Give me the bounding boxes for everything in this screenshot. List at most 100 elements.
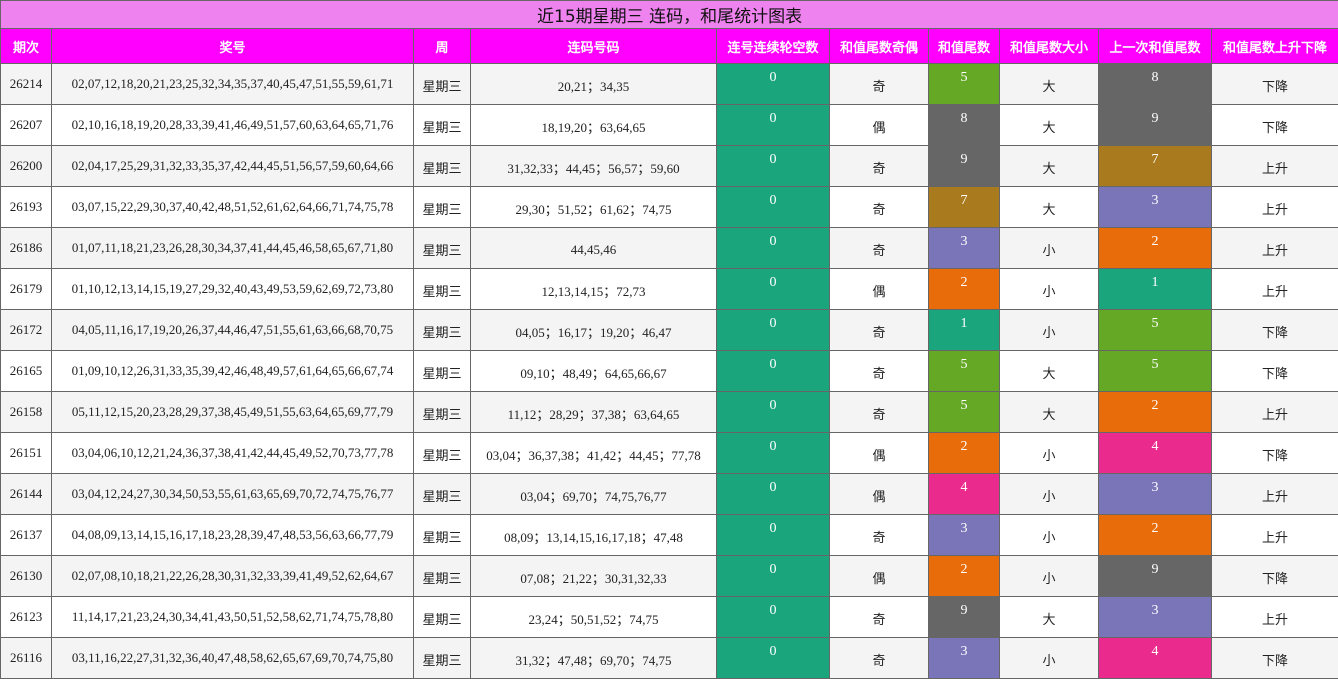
gap-count-cell: 0: [717, 187, 830, 228]
weekday-cell: 星期三: [414, 597, 471, 638]
consecutive-cell: 12,13,14,15；72,73: [471, 269, 717, 310]
numbers-cell: 03,11,16,22,27,31,32,36,40,47,48,58,62,6…: [52, 638, 414, 679]
prev-tail-cell: 3: [1099, 187, 1212, 228]
gap-count-cell: 0: [717, 515, 830, 556]
weekday-cell: 星期三: [414, 146, 471, 187]
issue-cell: 26158: [1, 392, 52, 433]
weekday-cell: 星期三: [414, 433, 471, 474]
prev-tail-cell: 3: [1099, 597, 1212, 638]
sum-tail-cell: 2: [929, 269, 1000, 310]
trend-cell: 下降: [1212, 556, 1338, 597]
trend-cell: 上升: [1212, 269, 1338, 310]
prev-tail-cell: 3: [1099, 474, 1212, 515]
size-cell: 小: [1000, 638, 1099, 679]
issue-cell: 26172: [1, 310, 52, 351]
issue-cell: 26123: [1, 597, 52, 638]
consecutive-cell: 03,04；36,37,38；41,42；44,45；77,78: [471, 433, 717, 474]
trend-cell: 上升: [1212, 146, 1338, 187]
numbers-cell: 02,07,08,10,18,21,22,26,28,30,31,32,33,3…: [52, 556, 414, 597]
gap-count-cell: 0: [717, 597, 830, 638]
sum-tail-cell: 7: [929, 187, 1000, 228]
weekday-cell: 星期三: [414, 64, 471, 105]
col-header-prev-tail: 上一次和值尾数: [1099, 29, 1212, 64]
issue-cell: 26144: [1, 474, 52, 515]
parity-cell: 奇: [830, 310, 929, 351]
parity-cell: 奇: [830, 64, 929, 105]
size-cell: 大: [1000, 146, 1099, 187]
gap-count-cell: 0: [717, 474, 830, 515]
prev-tail-cell: 4: [1099, 638, 1212, 679]
trend-cell: 下降: [1212, 310, 1338, 351]
col-header-numbers: 奖号: [52, 29, 414, 64]
sum-tail-cell: 9: [929, 597, 1000, 638]
weekday-cell: 星期三: [414, 310, 471, 351]
trend-cell: 上升: [1212, 597, 1338, 638]
parity-cell: 奇: [830, 597, 929, 638]
gap-count-cell: 0: [717, 269, 830, 310]
weekday-cell: 星期三: [414, 187, 471, 228]
trend-cell: 上升: [1212, 474, 1338, 515]
numbers-cell: 02,04,17,25,29,31,32,33,35,37,42,44,45,5…: [52, 146, 414, 187]
page-title: 近15期星期三 连码，和尾统计图表: [1, 1, 1338, 29]
weekday-cell: 星期三: [414, 392, 471, 433]
issue-cell: 26186: [1, 228, 52, 269]
size-cell: 小: [1000, 310, 1099, 351]
weekday-cell: 星期三: [414, 638, 471, 679]
weekday-cell: 星期三: [414, 474, 471, 515]
parity-cell: 奇: [830, 146, 929, 187]
weekday-cell: 星期三: [414, 351, 471, 392]
parity-cell: 奇: [830, 228, 929, 269]
numbers-cell: 02,10,16,18,19,20,28,33,39,41,46,49,51,5…: [52, 105, 414, 146]
sum-tail-cell: 4: [929, 474, 1000, 515]
sum-tail-cell: 3: [929, 638, 1000, 679]
numbers-cell: 05,11,12,15,20,23,28,29,37,38,45,49,51,5…: [52, 392, 414, 433]
prev-tail-cell: 5: [1099, 310, 1212, 351]
parity-cell: 奇: [830, 515, 929, 556]
gap-count-cell: 0: [717, 310, 830, 351]
weekday-cell: 星期三: [414, 515, 471, 556]
trend-cell: 下降: [1212, 105, 1338, 146]
numbers-cell: 03,04,12,24,27,30,34,50,53,55,61,63,65,6…: [52, 474, 414, 515]
prev-tail-cell: 2: [1099, 228, 1212, 269]
gap-count-cell: 0: [717, 228, 830, 269]
parity-cell: 偶: [830, 433, 929, 474]
prev-tail-cell: 5: [1099, 351, 1212, 392]
trend-cell: 下降: [1212, 351, 1338, 392]
gap-count-cell: 0: [717, 556, 830, 597]
col-header-issue: 期次: [1, 29, 52, 64]
numbers-cell: 03,07,15,22,29,30,37,40,42,48,51,52,61,6…: [52, 187, 414, 228]
trend-cell: 上升: [1212, 187, 1338, 228]
weekday-cell: 星期三: [414, 228, 471, 269]
issue-cell: 26116: [1, 638, 52, 679]
col-header-sum-tail: 和值尾数: [929, 29, 1000, 64]
sum-tail-cell: 5: [929, 392, 1000, 433]
issue-cell: 26137: [1, 515, 52, 556]
size-cell: 小: [1000, 556, 1099, 597]
size-cell: 小: [1000, 515, 1099, 556]
issue-cell: 26207: [1, 105, 52, 146]
parity-cell: 奇: [830, 351, 929, 392]
prev-tail-cell: 8: [1099, 64, 1212, 105]
sum-tail-cell: 3: [929, 515, 1000, 556]
consecutive-cell: 03,04；69,70；74,75,76,77: [471, 474, 717, 515]
col-header-week: 周: [414, 29, 471, 64]
prev-tail-cell: 9: [1099, 556, 1212, 597]
size-cell: 大: [1000, 105, 1099, 146]
trend-cell: 下降: [1212, 638, 1338, 679]
size-cell: 大: [1000, 392, 1099, 433]
consecutive-cell: 23,24；50,51,52；74,75: [471, 597, 717, 638]
weekday-cell: 星期三: [414, 269, 471, 310]
gap-count-cell: 0: [717, 146, 830, 187]
sum-tail-cell: 3: [929, 228, 1000, 269]
